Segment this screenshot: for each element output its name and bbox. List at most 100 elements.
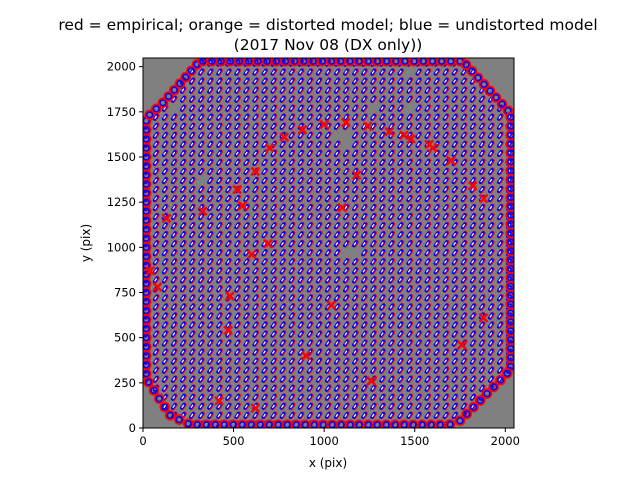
undistorted-marker-highlight [217,386,221,390]
undistorted-marker-highlight [344,305,348,309]
undistorted-marker-highlight [181,115,185,119]
undistorted-marker-highlight [290,341,293,345]
undistorted-marker-highlight [217,106,221,110]
undistorted-marker-highlight [272,196,275,201]
undistorted-marker-highlight [217,214,221,219]
undistorted-marker-highlight [172,332,176,336]
undistorted-marker-highlight [208,79,212,83]
undistorted-marker-highlight [235,133,239,137]
undistorted-marker-highlight [181,97,185,101]
undistorted-marker-highlight [172,187,176,192]
undistorted-marker-highlight [335,269,339,273]
undistorted-marker-highlight [317,196,321,201]
undistorted-marker-highlight [254,224,257,228]
undistorted-marker-highlight [317,269,321,273]
undistorted-marker-highlight [190,377,194,381]
undistorted-marker-highlight [335,106,339,110]
undistorted-marker-highlight [317,187,321,192]
undistorted-marker-highlight [335,251,339,255]
undistorted-marker-highlight [326,169,330,174]
undistorted-marker-highlight [290,79,293,83]
undistorted-marker-highlight [172,242,176,246]
undistorted-marker-highlight [344,350,348,354]
undistorted-series [143,59,512,428]
undistorted-marker-highlight [172,323,176,327]
undistorted-marker-highlight [263,233,266,237]
undistorted-marker-highlight [244,88,248,92]
undistorted-marker-highlight [217,79,221,83]
undistorted-marker-highlight [272,151,275,156]
undistorted-marker-highlight [199,368,203,372]
undistorted-marker-highlight [308,70,311,74]
undistorted-marker-highlight [244,233,248,237]
undistorted-marker-highlight [326,341,330,345]
undistorted-marker-highlight [199,404,203,408]
undistorted-marker-highlight [263,260,266,264]
undistorted-marker-highlight [172,377,176,381]
undistorted-marker-highlight [235,79,239,83]
undistorted-marker-highlight [272,169,275,174]
undistorted-marker-highlight [235,368,239,372]
undistorted-marker-highlight [217,178,221,183]
undistorted-marker-highlight [308,124,311,128]
undistorted-marker-highlight [326,287,330,291]
undistorted-marker-highlight [208,332,212,336]
undistorted-marker-highlight [299,115,302,119]
undistorted-marker-highlight [335,341,339,345]
undistorted-marker-highlight [335,305,339,309]
undistorted-marker-highlight [217,260,221,264]
undistorted-marker-highlight [226,115,230,119]
undistorted-marker-highlight [208,115,212,119]
undistorted-marker-highlight [244,79,248,83]
undistorted-marker-highlight [299,97,302,101]
undistorted-marker-highlight [154,350,157,354]
undistorted-marker-highlight [335,242,339,246]
undistorted-marker-highlight [335,214,339,219]
undistorted-marker-highlight [281,187,284,192]
undistorted-marker-highlight [272,251,275,255]
undistorted-marker-highlight [281,233,284,237]
undistorted-marker-highlight [335,332,339,336]
undistorted-marker-highlight [263,341,266,345]
undistorted-marker-highlight [335,79,339,83]
undistorted-marker-highlight [199,296,203,300]
undistorted-marker-highlight [172,214,176,219]
undistorted-marker-highlight [199,395,203,399]
undistorted-marker-highlight [299,133,302,137]
undistorted-marker-highlight [353,395,357,399]
undistorted-marker-highlight [226,323,230,327]
undistorted-marker-highlight [199,341,203,345]
undistorted-marker-highlight [290,368,293,372]
undistorted-marker-highlight [235,233,239,237]
undistorted-marker-highlight [299,287,302,291]
undistorted-marker-highlight [208,224,212,228]
undistorted-marker-highlight [226,314,230,318]
undistorted-marker-highlight [344,278,348,282]
undistorted-marker-highlight [299,323,302,327]
undistorted-marker-highlight [272,377,275,381]
undistorted-marker-highlight [244,106,248,110]
undistorted-marker-highlight [172,133,176,137]
undistorted-marker-highlight [208,296,212,300]
undistorted-marker-highlight [226,133,230,137]
undistorted-marker-highlight [190,70,194,74]
undistorted-marker-highlight [181,214,185,219]
undistorted-marker-highlight [263,368,266,372]
undistorted-marker-highlight [190,224,194,228]
undistorted-marker-highlight [281,269,284,273]
undistorted-marker-highlight [308,196,311,201]
undistorted-marker-highlight [254,242,257,246]
undistorted-marker-highlight [163,178,167,183]
undistorted-marker-highlight [263,169,266,174]
undistorted-marker-highlight [317,151,321,156]
undistorted-marker-highlight [254,395,257,399]
undistorted-marker-highlight [335,169,339,174]
undistorted-marker-highlight [244,133,248,137]
undistorted-marker-highlight [163,386,167,390]
undistorted-marker-highlight [272,106,275,110]
undistorted-marker-highlight [299,178,302,183]
undistorted-marker-highlight [235,205,239,210]
undistorted-marker-highlight [208,341,212,345]
undistorted-marker-highlight [235,395,239,399]
undistorted-marker-highlight [244,224,248,228]
